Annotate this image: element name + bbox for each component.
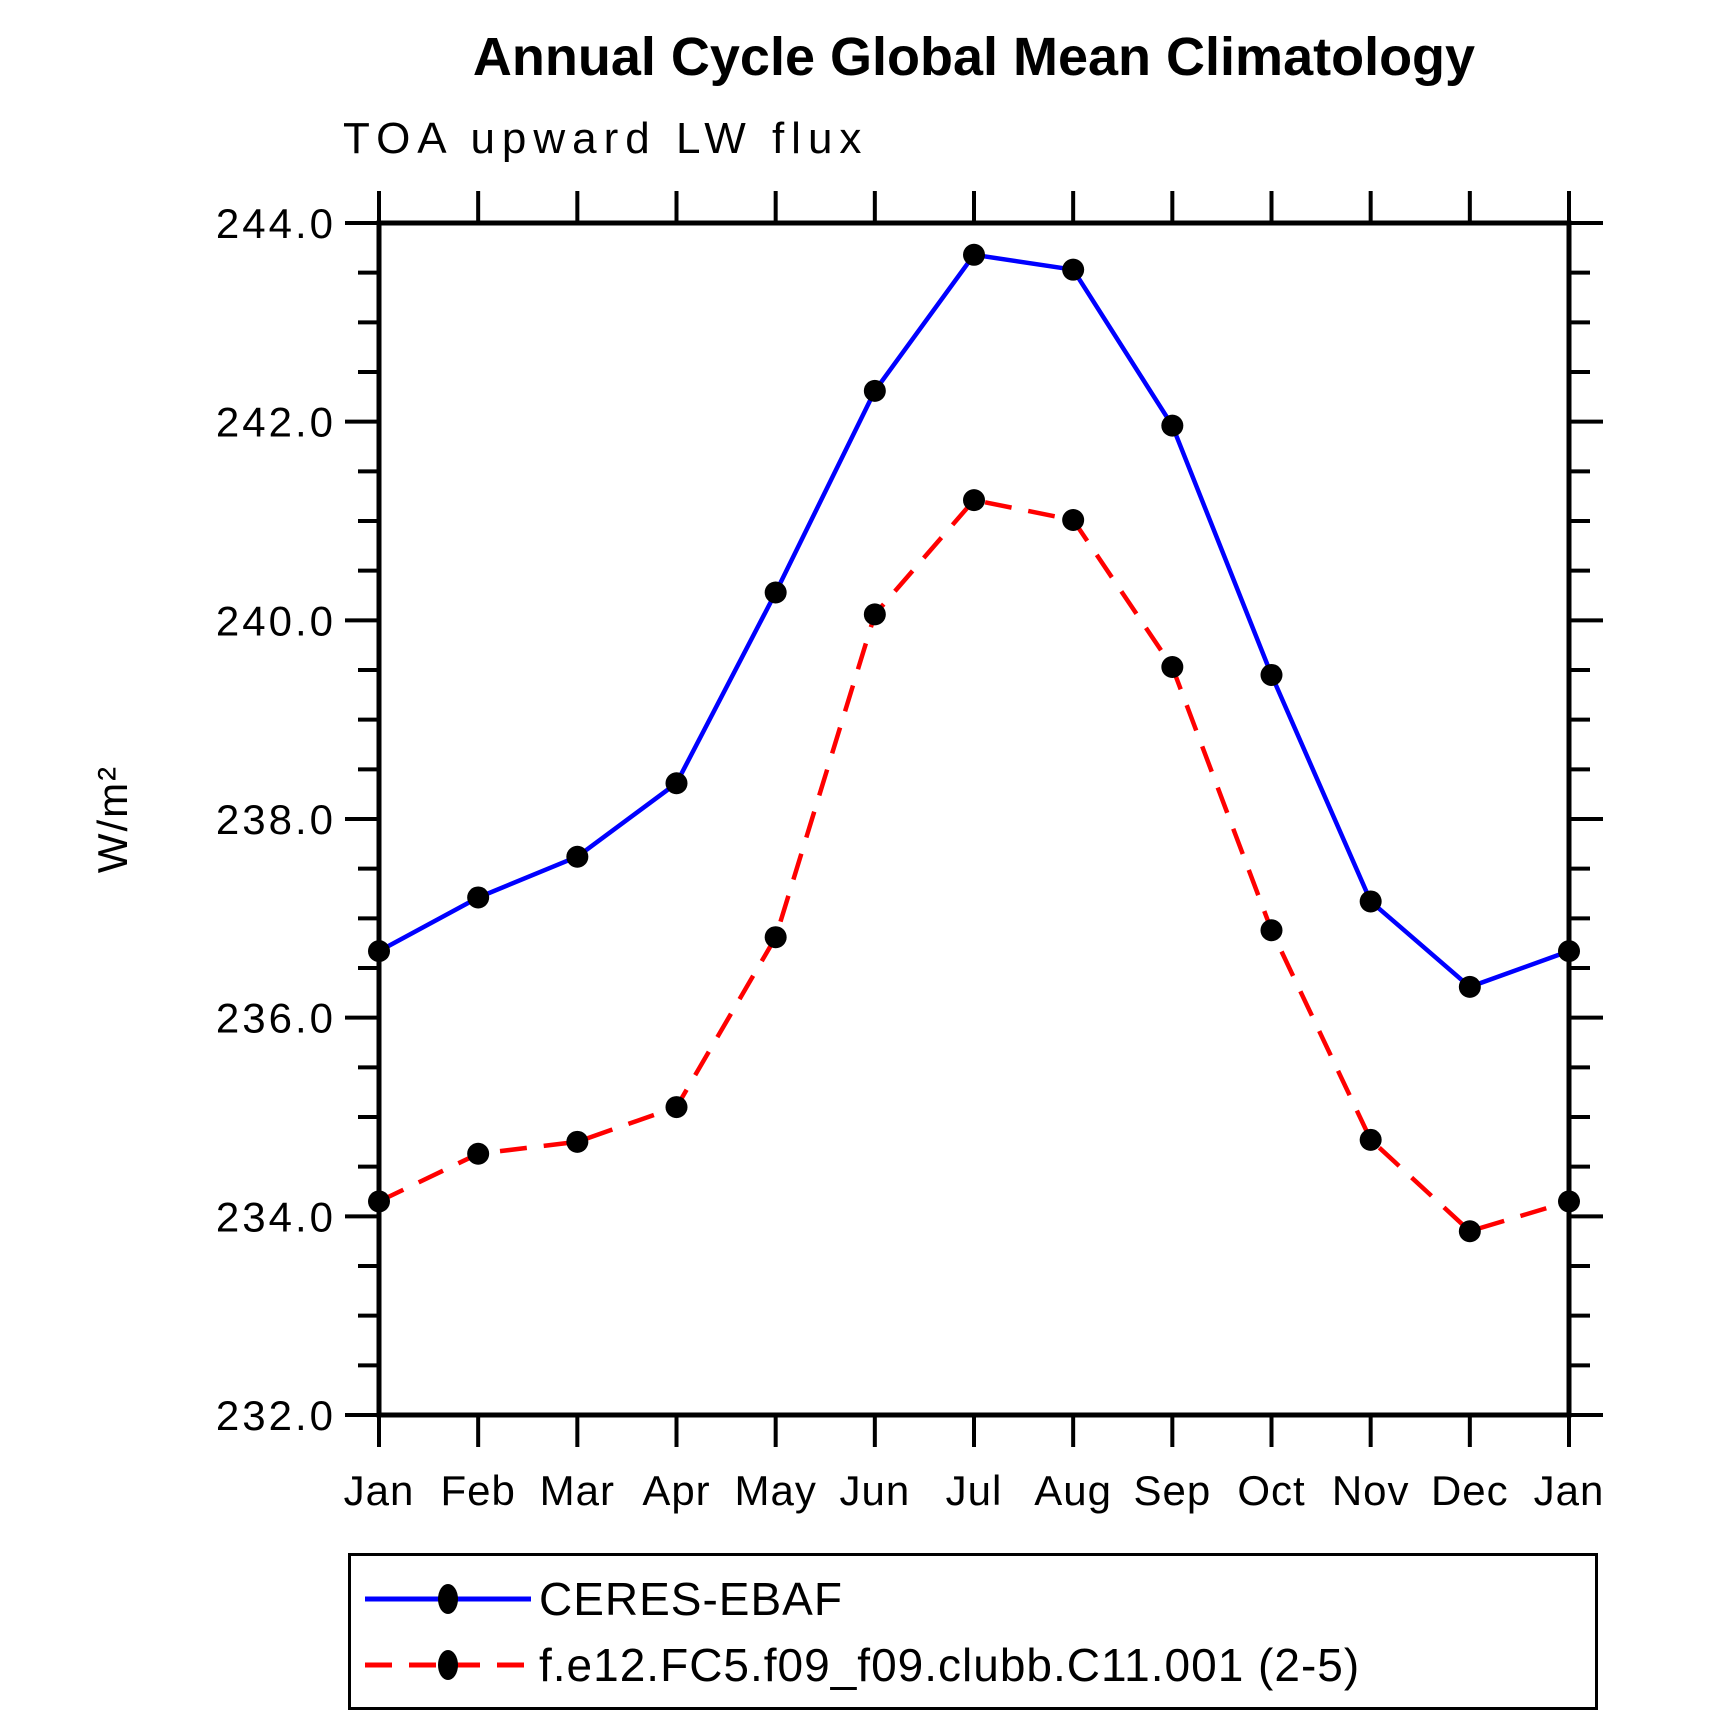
x-tick-label: Mar (540, 1467, 615, 1514)
series-0-marker (764, 581, 787, 604)
y-tick-label: 236.0 (216, 995, 336, 1042)
series-0-marker (665, 772, 688, 795)
legend-label-ceres: CERES-EBAF (539, 1572, 843, 1625)
series-1-marker (368, 1190, 390, 1213)
x-tick-label: Jun (839, 1467, 910, 1514)
x-tick-label: Oct (1237, 1467, 1305, 1514)
series-0-marker (963, 243, 985, 266)
series-1-marker (566, 1130, 589, 1153)
series-1-marker (1062, 509, 1085, 532)
x-tick-label: Sep (1133, 1467, 1211, 1514)
series-1-marker (1260, 919, 1283, 942)
chart-subtitle: TOA upward LW flux (343, 114, 869, 163)
series-1-marker (764, 926, 787, 949)
x-tick-label: Jan (1534, 1467, 1605, 1514)
legend: CERES-EBAF f.e12.FC5.f09_f09.clubb.C11.0… (348, 1553, 1598, 1710)
y-tick-label: 240.0 (216, 597, 336, 644)
series-0-marker (368, 940, 390, 963)
chart-title: Annual Cycle Global Mean Climatology (472, 27, 1476, 87)
y-tick-label: 242.0 (216, 399, 336, 446)
legend-label-model: f.e12.FC5.f09_f09.clubb.C11.001 (2-5) (539, 1638, 1361, 1691)
series-1-marker (467, 1142, 490, 1165)
series-0-marker (1359, 890, 1382, 913)
series-0-marker (1161, 414, 1184, 437)
legend-item-ceres-ebaf: CERES-EBAF (363, 1571, 1595, 1627)
series-line-0 (377, 252, 1570, 990)
y-tick-label: 244.0 (216, 200, 336, 247)
x-tick-label: Dec (1431, 1467, 1509, 1514)
series-1-marker (963, 489, 985, 512)
x-tick-label: Apr (642, 1467, 710, 1514)
series-1-marker (863, 603, 886, 626)
legend-line-sample-ceres (365, 1583, 531, 1614)
x-tick-label: Jan (344, 1467, 415, 1514)
x-tick-label: Nov (1332, 1467, 1410, 1514)
axis-frame (376, 220, 1572, 1418)
series-1-marker (1161, 656, 1184, 679)
legend-item-model-run: f.e12.FC5.f09_f09.clubb.C11.001 (2-5) (363, 1637, 1595, 1693)
series-1-marker (1359, 1128, 1382, 1151)
series-0-marker (1062, 258, 1085, 281)
series-0-marker (1260, 663, 1283, 686)
series-1-marker (665, 1096, 688, 1119)
legend-line-sample-model (365, 1649, 531, 1680)
series-0-marker (1458, 975, 1481, 998)
x-tick-label: May (734, 1467, 816, 1514)
legend-marker-dot (438, 1583, 458, 1614)
x-tick-label: Feb (440, 1467, 515, 1514)
series-1-marker (1558, 1190, 1580, 1213)
y-tick-label: 238.0 (216, 796, 336, 843)
series-0-marker (1558, 940, 1580, 963)
series-0-marker (566, 845, 589, 868)
series-1-marker (1458, 1220, 1481, 1243)
legend-marker-dot (438, 1649, 458, 1680)
y-tick-label: 234.0 (216, 1193, 336, 1240)
series-0-marker (467, 886, 490, 909)
x-tick-label: Aug (1034, 1467, 1112, 1514)
y-axis-title: W/m² (89, 765, 136, 873)
x-tick-label: Jul (946, 1467, 1003, 1514)
y-tick-label: 232.0 (216, 1392, 336, 1439)
series-0-marker (863, 379, 886, 402)
